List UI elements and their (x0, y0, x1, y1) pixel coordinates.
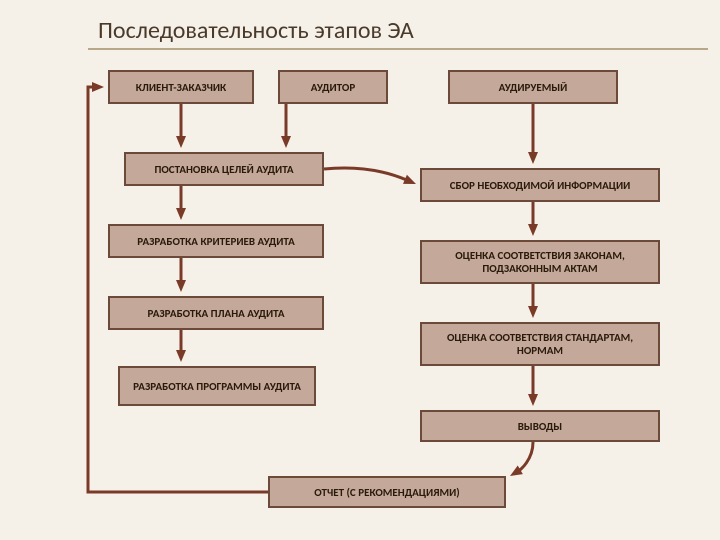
box-goals: ПОСТАНОВКА ЦЕЛЕЙ АУДИТА (124, 152, 324, 186)
box-auditor: АУДИТОР (278, 70, 388, 104)
box-conclusions: ВЫВОДЫ (420, 410, 660, 442)
box-program: РАЗРАБОТКА ПРОГРАММЫ АУДИТА (118, 366, 316, 406)
page-title: Последовательность этапов ЭА (98, 16, 414, 45)
box-client: КЛИЕНТ-ЗАКАЗЧИК (108, 70, 254, 104)
box-laws: ОЦЕНКА СООТВЕТСТВИЯ ЗАКОНАМ, ПОДЗАКОННЫМ… (420, 240, 660, 284)
box-report: ОТЧЕТ (С РЕКОМЕНДАЦИЯМИ) (268, 476, 506, 508)
box-plan: РАЗРАБОТКА ПЛАНА АУДИТА (108, 296, 324, 330)
box-criteria: РАЗРАБОТКА КРИТЕРИЕВ АУДИТА (108, 224, 324, 258)
title-underline (88, 48, 708, 50)
box-info: СБОР НЕОБХОДИМОЙ ИНФОРМАЦИИ (420, 168, 660, 202)
box-standards: ОЦЕНКА СООТВЕТСТВИЯ СТАНДАРТАМ, НОРМАМ (420, 322, 660, 366)
box-auditee: АУДИРУЕМЫЙ (448, 70, 618, 104)
